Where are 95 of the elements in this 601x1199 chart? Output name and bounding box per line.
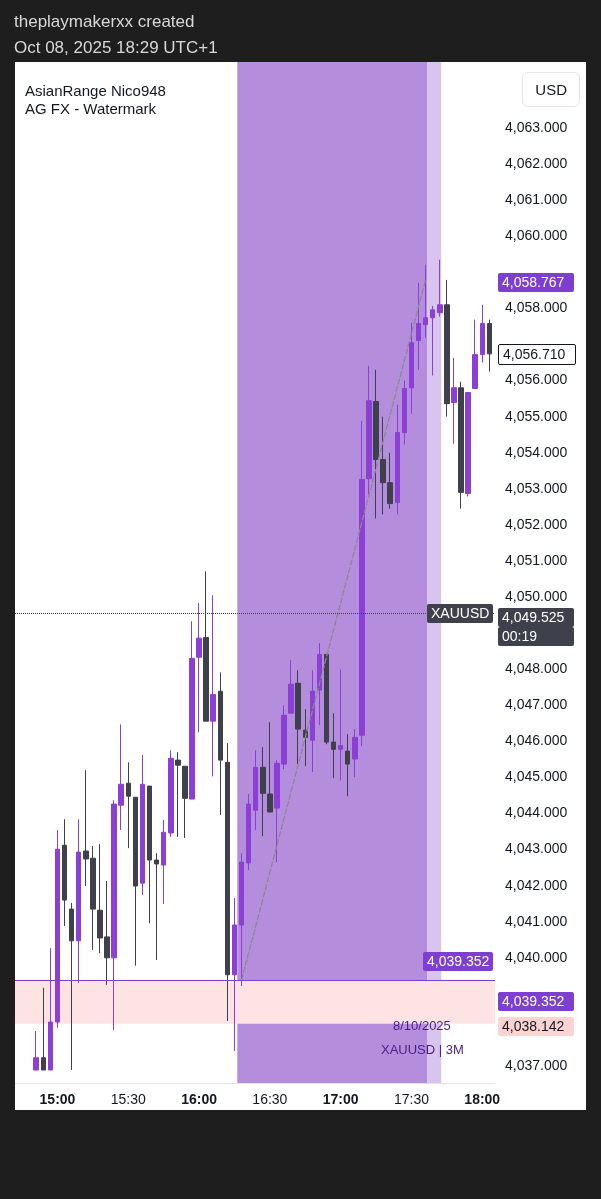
candlestick — [444, 279, 450, 418]
x-tick-label: 15:00 — [39, 1091, 76, 1107]
candlestick — [324, 653, 329, 745]
candlestick — [359, 420, 365, 747]
y-tick-label: 4,045.000 — [505, 768, 568, 785]
candlestick — [487, 319, 492, 373]
y-tick-label: 4,061.000 — [505, 191, 568, 208]
candlestick — [345, 733, 350, 797]
y-tick-label: 4,053.000 — [505, 479, 568, 496]
candlestick — [69, 902, 74, 1071]
candlestick — [175, 751, 181, 838]
y-tick-label: 4,056.000 — [505, 371, 568, 388]
candlestick — [402, 380, 407, 445]
text: 4,038.142 — [498, 1017, 574, 1036]
candlestick — [423, 264, 428, 339]
y-tick-label: 4,043.000 — [505, 840, 568, 857]
candlestick — [366, 365, 372, 496]
candlestick — [55, 829, 60, 1029]
candlestick — [41, 987, 46, 1071]
y-tick-label: 4,041.000 — [505, 912, 568, 929]
text: 00:19 — [498, 627, 574, 646]
ref-line-label: 4,039.352 — [423, 952, 494, 972]
candlestick — [395, 404, 400, 515]
candlestick — [33, 1030, 39, 1071]
y-tick-label: 4,051.000 — [505, 551, 568, 568]
ref-line-label: XAUUSD — [427, 603, 494, 623]
y-tick-label: 4,050.000 — [505, 587, 568, 604]
candlestick — [338, 669, 343, 781]
currency-button: USD — [522, 72, 580, 107]
x-tick-label: 18:00 — [464, 1091, 501, 1107]
candlestick — [140, 754, 145, 896]
candlestick — [480, 304, 485, 364]
candlestick — [154, 852, 159, 961]
y-tick-label: 4,063.000 — [505, 118, 568, 135]
y-tick-label: 4,046.000 — [505, 732, 568, 749]
candlestick — [76, 818, 81, 984]
y-tick-label: 4,054.000 — [505, 443, 568, 460]
y-tick-label: 4,044.000 — [505, 804, 568, 821]
candlestick — [246, 793, 251, 871]
candlestick — [331, 712, 336, 779]
y-tick-label: 4,060.000 — [505, 227, 568, 244]
candlestick — [416, 282, 421, 371]
chart-subtitle: Oct 08, 2025 18:29 UTC+1 — [14, 38, 218, 58]
candlestick — [253, 749, 258, 831]
candlestick — [288, 659, 294, 714]
candlestick — [352, 728, 358, 778]
candlestick — [168, 749, 174, 838]
candlestick — [225, 742, 230, 1022]
y-tick-label: 4,048.000 — [505, 660, 568, 677]
y-tick-label: 4,058.000 — [505, 299, 568, 316]
candlestick — [317, 642, 322, 726]
candlestick — [62, 818, 67, 927]
candlestick — [133, 796, 138, 967]
x-tick-label: 17:30 — [393, 1091, 430, 1107]
candlestick — [218, 671, 223, 816]
y-tick-label: 4,037.000 — [505, 1056, 568, 1073]
y-tick-label: 4,062.000 — [505, 155, 568, 172]
candlestick — [210, 594, 216, 777]
candlestick — [182, 765, 188, 839]
annotation: XAUUSD | 3M — [381, 1042, 464, 1057]
candlestick — [189, 620, 195, 800]
candlestick — [472, 319, 478, 389]
annotation: 8/10/2025 — [393, 1018, 451, 1033]
candlestick — [310, 669, 315, 773]
candlestick — [437, 259, 443, 318]
candlestick — [295, 669, 301, 765]
y-tick-label: 4,042.000 — [505, 876, 568, 893]
annotation: AG FX - Watermark — [25, 100, 157, 117]
y-tick-label: 4,047.000 — [505, 696, 568, 713]
chart-title: theplaymakerxx created — [14, 12, 195, 32]
candlestick — [147, 785, 152, 924]
candlestick — [458, 381, 464, 510]
candlestick — [232, 897, 237, 1052]
candlestick — [48, 947, 53, 1071]
candlestick — [465, 391, 471, 497]
x-tick-label: 16:00 — [181, 1091, 218, 1107]
y-tick-label: 4,055.000 — [505, 407, 568, 424]
y-tick-label: 4,052.000 — [505, 515, 568, 532]
text: 4,056.710 — [498, 344, 576, 365]
text: 4,039.352 — [498, 992, 574, 1011]
candlestick — [409, 322, 414, 415]
candlestick — [373, 369, 379, 519]
candlestick — [430, 305, 435, 377]
annotation: AsianRange Nico948 — [25, 82, 166, 99]
candlestick — [126, 761, 131, 849]
candlestick — [196, 602, 202, 733]
x-tick-label: 16:30 — [252, 1091, 288, 1107]
x-tick-label: 17:00 — [322, 1091, 359, 1107]
text: 4,049.525 — [498, 608, 574, 627]
y-tick-label: 4,040.000 — [505, 948, 568, 965]
candlestick — [161, 819, 166, 905]
candlestick — [451, 357, 457, 445]
x-tick-label: 15:30 — [110, 1091, 146, 1107]
text: 4,058.767 — [498, 273, 574, 292]
candlestick — [239, 852, 244, 987]
